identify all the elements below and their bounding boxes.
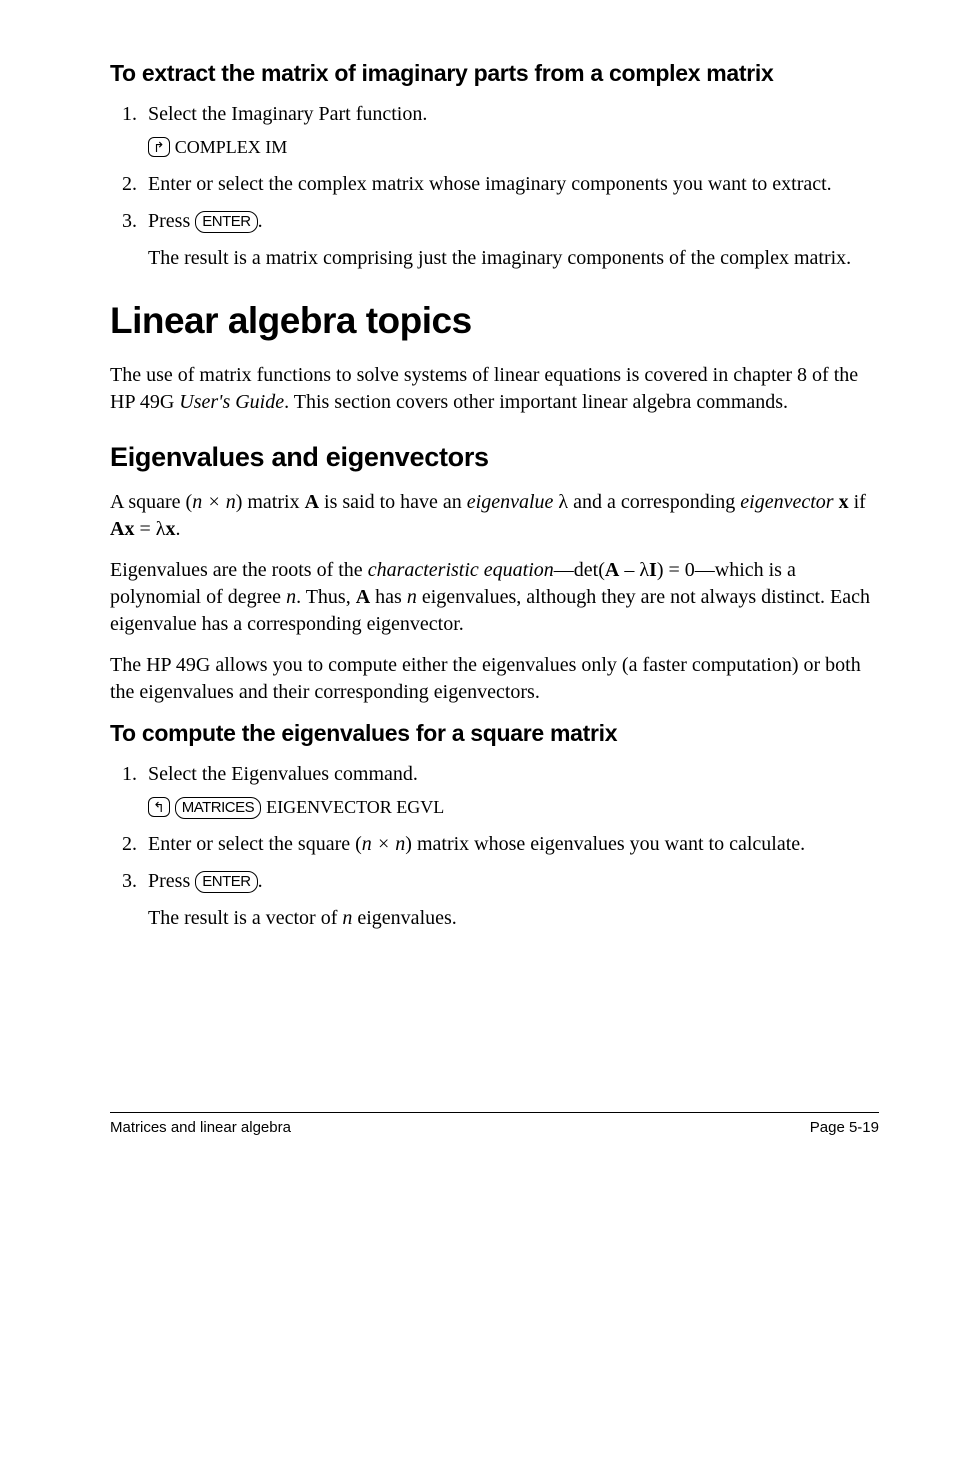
t: eigenvalues. [352, 907, 456, 929]
t: n × n [362, 833, 406, 855]
t: . Thus, [296, 586, 356, 608]
t: is said to have an [319, 491, 467, 513]
t: n × n [192, 491, 236, 513]
step2-text: Enter or select the complex matrix whose… [148, 173, 832, 195]
t: characteristic equation [368, 559, 554, 581]
t: λ and a corresponding [553, 491, 740, 513]
t: n [407, 586, 417, 608]
t: The result is a vector of [148, 907, 342, 929]
step1-text: Select the Eigenvalues command. [148, 763, 418, 785]
page-footer: Matrices and linear algebra Page 5-19 [110, 1112, 879, 1136]
step-2: Enter or select the square (n × n) matri… [142, 831, 879, 858]
t: . [175, 518, 180, 540]
t: x [165, 518, 175, 540]
intro-b: . This section covers other important li… [284, 391, 788, 413]
t: eigenvector [740, 491, 833, 513]
step3-b: . [258, 210, 263, 232]
step-3: Press ENTER. The result is a matrix comp… [142, 208, 879, 272]
footer-left: Matrices and linear algebra [110, 1119, 291, 1136]
matrices-key-icon: MATRICES [175, 797, 261, 819]
menu-path: COMPLEX IM [175, 137, 288, 157]
section-heading-compute: To compute the eigenvalues for a square … [110, 720, 879, 747]
footer-right: Page 5-19 [810, 1119, 879, 1136]
steps-compute: Select the Eigenvalues command. ↰ MATRIC… [110, 761, 879, 932]
t: – λ [619, 559, 649, 581]
t: A [356, 586, 370, 608]
menu-path: EIGENVECTOR EGVL [266, 797, 444, 817]
t: I [649, 559, 657, 581]
t: n [342, 907, 352, 929]
eigen-p1: A square (n × n) matrix A is said to hav… [110, 489, 879, 543]
steps-extract: Select the Imaginary Part function. ↱ CO… [110, 101, 879, 272]
t: A [305, 491, 319, 513]
t: ) matrix whose eigenvalues you want to c… [405, 833, 805, 855]
step-1: Select the Eigenvalues command. ↰ MATRIC… [142, 761, 879, 821]
t: Eigenvalues are the roots of the [110, 559, 368, 581]
section-heading-extract: To extract the matrix of imaginary parts… [110, 60, 879, 87]
enter-key-icon: ENTER [195, 871, 257, 893]
step1-text: Select the Imaginary Part function. [148, 103, 427, 125]
main-heading: Linear algebra topics [110, 300, 879, 342]
intro-italic: User's Guide [179, 391, 284, 413]
left-shift-icon: ↰ [148, 797, 170, 817]
t: if [849, 491, 866, 513]
t: has [370, 586, 407, 608]
t: Press [148, 870, 195, 892]
t: n [286, 586, 296, 608]
step-1: Select the Imaginary Part function. ↱ CO… [142, 101, 879, 161]
eigen-p3: The HP 49G allows you to compute either … [110, 652, 879, 706]
t: —det( [554, 559, 605, 581]
t: . [258, 870, 263, 892]
result-text: The result is a matrix comprising just t… [148, 245, 879, 272]
t: Enter or select the square ( [148, 833, 362, 855]
step3-a: Press [148, 210, 195, 232]
t: A square ( [110, 491, 192, 513]
eigen-p2: Eigenvalues are the roots of the charact… [110, 557, 879, 638]
step-3: Press ENTER. The result is a vector of n… [142, 868, 879, 932]
t: eigenvalue [467, 491, 554, 513]
t: ) matrix [236, 491, 305, 513]
subheading-eigen: Eigenvalues and eigenvectors [110, 442, 879, 473]
t: = λ [134, 518, 165, 540]
t: Ax [110, 518, 134, 540]
right-shift-icon: ↱ [148, 137, 170, 157]
enter-key-icon: ENTER [195, 211, 257, 233]
t: x [839, 491, 849, 513]
t: A [605, 559, 619, 581]
intro-paragraph: The use of matrix functions to solve sys… [110, 362, 879, 416]
step-2: Enter or select the complex matrix whose… [142, 171, 879, 198]
